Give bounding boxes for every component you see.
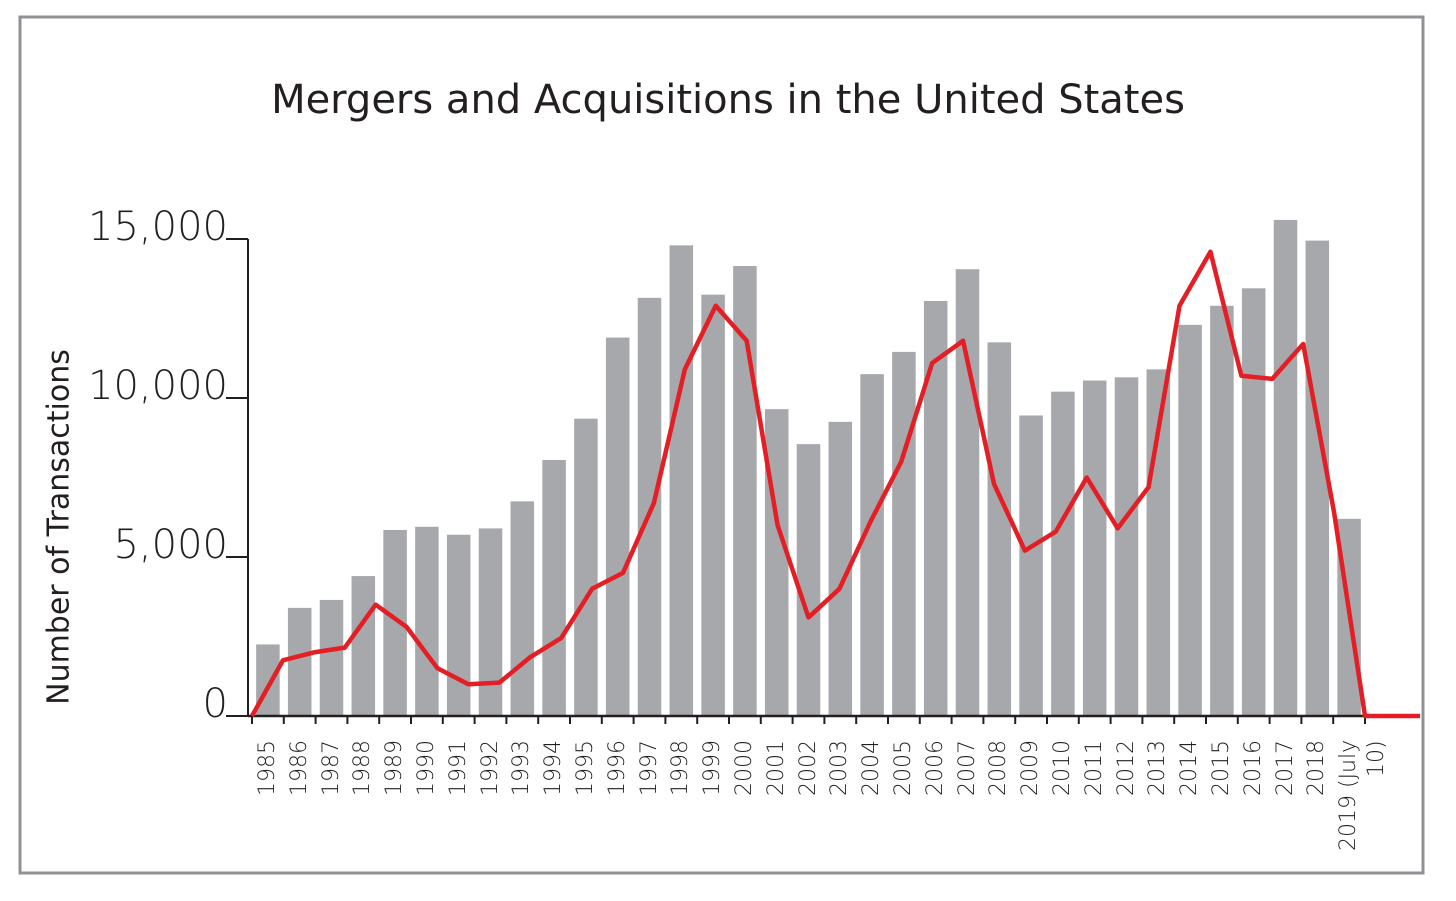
bar xyxy=(574,418,598,716)
bar xyxy=(415,526,439,716)
bar xyxy=(987,342,1012,716)
bar xyxy=(383,529,407,716)
bar xyxy=(892,351,916,716)
x-tick-label: 1985 xyxy=(254,740,280,796)
x-tick-label: 1988 xyxy=(350,740,376,796)
bar xyxy=(1273,219,1298,717)
y-tick-label: 10,000 xyxy=(88,363,228,409)
chart-title: Mergers and Acquisitions in the United S… xyxy=(271,77,1185,123)
bar xyxy=(351,576,376,716)
bar xyxy=(637,297,662,716)
bar xyxy=(669,245,694,717)
bar xyxy=(733,266,757,716)
bar xyxy=(287,607,312,716)
x-tick-label: 1999 xyxy=(700,740,726,796)
x-tick-label: 1991 xyxy=(445,740,471,796)
x-tick-label: 1998 xyxy=(668,740,694,796)
x-tick-label: 2016 xyxy=(1240,740,1266,796)
x-tick-label: 1986 xyxy=(286,740,312,796)
bar xyxy=(1051,391,1075,716)
x-tick-label: 2005 xyxy=(890,740,916,796)
x-tick-label: 2014 xyxy=(1177,740,1203,796)
x-tick-label: 2000 xyxy=(731,740,757,796)
x-tick-label: 2012 xyxy=(1113,740,1139,796)
x-tick-label: 1994 xyxy=(541,740,567,796)
frame xyxy=(18,15,1425,875)
bar xyxy=(1210,305,1234,716)
y-tick-label: 0 xyxy=(203,681,228,727)
x-tick-label: 2015 xyxy=(1208,740,1234,796)
bar xyxy=(923,301,948,716)
bar xyxy=(510,501,535,716)
x-tick-label: 2001 xyxy=(763,740,789,796)
x-tick-label: 2008 xyxy=(986,740,1012,796)
bar xyxy=(764,409,789,716)
x-tick-label: 2009 xyxy=(1018,740,1044,796)
x-tick-label: 1996 xyxy=(604,740,630,796)
bar xyxy=(319,599,344,716)
bar xyxy=(605,337,630,716)
bar xyxy=(701,294,725,716)
bar xyxy=(1019,415,1043,716)
x-tick-label: 1990 xyxy=(413,740,439,796)
x-tick-label: 1997 xyxy=(636,740,662,796)
bar xyxy=(446,534,471,716)
x-tick-label: 2019 (July 10) xyxy=(1336,740,1390,852)
x-tick-label: 2013 xyxy=(1145,740,1171,796)
y-axis-label: Number of Transactions xyxy=(42,349,77,705)
x-tick-label: 2006 xyxy=(922,740,948,796)
bar xyxy=(542,460,566,716)
x-tick-label: 2017 xyxy=(1272,740,1298,796)
y-tick-label: 15,000 xyxy=(88,204,228,250)
bar xyxy=(1178,324,1202,716)
bar xyxy=(828,421,853,716)
x-tick-label: 2010 xyxy=(1049,740,1075,796)
bar xyxy=(1241,288,1266,716)
bar xyxy=(1305,240,1330,716)
bar xyxy=(796,444,821,716)
x-tick-label: 2018 xyxy=(1304,740,1330,796)
y-tick-label: 5,000 xyxy=(113,522,228,568)
bar xyxy=(1114,377,1139,716)
bar xyxy=(1082,380,1107,716)
x-tick-label: 1992 xyxy=(477,740,503,796)
x-tick-label: 1993 xyxy=(509,740,535,796)
x-tick-label: 2003 xyxy=(827,740,853,796)
line xyxy=(250,249,1420,719)
x-tick-label: 1987 xyxy=(318,740,344,796)
x-tick-label: 2007 xyxy=(954,740,980,796)
x-tick-label: 1989 xyxy=(382,740,408,796)
bar xyxy=(955,269,980,716)
bar xyxy=(478,528,503,716)
x-tick-label: 1995 xyxy=(572,740,598,796)
x-tick-label: 2004 xyxy=(859,740,885,796)
x-tick-label: 2011 xyxy=(1081,740,1107,796)
bar xyxy=(860,374,884,716)
x-tick-label: 2002 xyxy=(795,740,821,796)
